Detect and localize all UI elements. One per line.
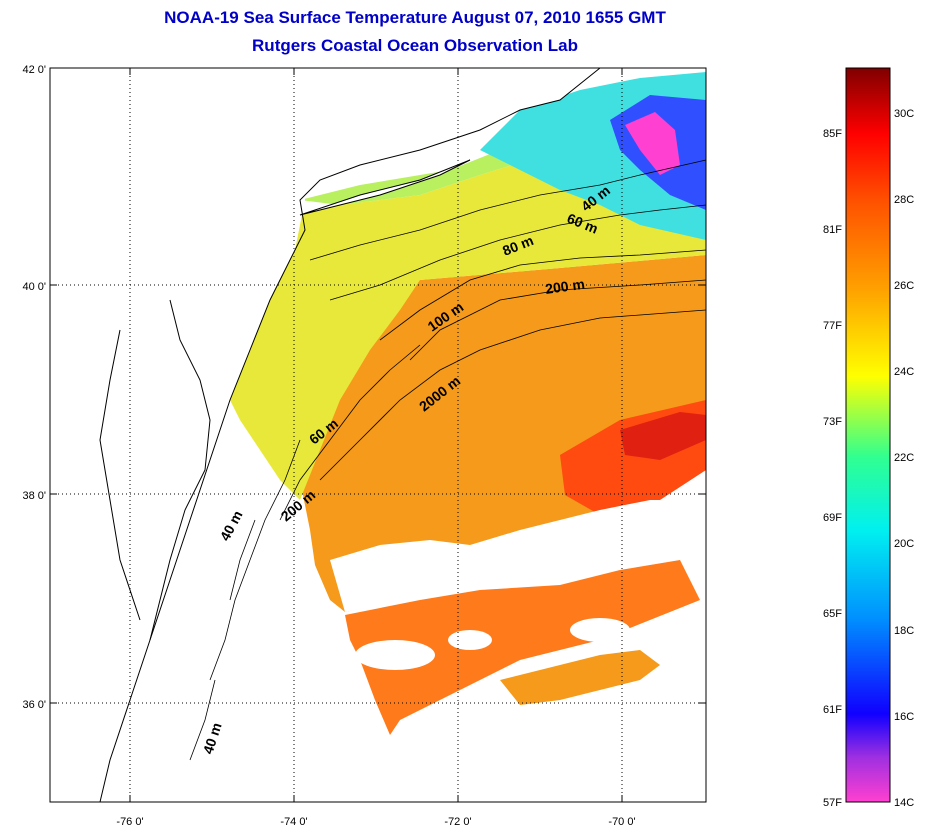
colorbar-c-label: 14C	[894, 797, 914, 809]
colorbar-c-label: 26C	[894, 280, 914, 292]
isobath-label: 200 m	[544, 276, 586, 297]
colorbar-f-label: 81F	[823, 224, 842, 236]
lat-label-36: 36 0'	[22, 699, 46, 711]
cloud-gap	[570, 618, 630, 642]
lon-label-76: -76 0'	[116, 816, 143, 828]
colorbar-c-label: 28C	[894, 194, 914, 206]
southern-swath	[345, 560, 700, 735]
coastline	[99, 67, 601, 803]
colorbar-f-label: 85F	[823, 128, 842, 140]
colorbar-f-label: 69F	[823, 512, 842, 524]
colorbar-c-label: 30C	[894, 108, 914, 120]
cloud-gap	[355, 640, 435, 670]
hottest-water-region	[620, 412, 706, 460]
cloud-gap	[448, 630, 492, 650]
lon-label-74: -74 0'	[280, 816, 307, 828]
colorbar-f-label: 65F	[823, 608, 842, 620]
southern-swath-warm	[500, 650, 660, 705]
colorbar-labels: 85F 81F 77F 73F 69F 65F 61F 57F 30C 28C 26C 24C 22C 2…	[823, 108, 914, 809]
warm-water-region	[270, 255, 706, 612]
colorbar-c-label: 20C	[894, 538, 914, 550]
colorbar-f-label: 77F	[823, 320, 842, 332]
lon-label-70: -70 0'	[608, 816, 635, 828]
graticule	[50, 68, 706, 802]
colorbar-c-label: 16C	[894, 711, 914, 723]
tick-marks	[50, 68, 706, 802]
colorbar-c-label: 22C	[894, 452, 914, 464]
colorbar-f-label: 73F	[823, 416, 842, 428]
isobaths	[189, 159, 707, 761]
colorbar	[845, 67, 891, 803]
colorbar-c-label: 18C	[894, 625, 914, 637]
long-island	[299, 159, 471, 216]
colorbar-f-label: 57F	[823, 797, 842, 809]
lon-label-72: -72 0'	[444, 816, 471, 828]
coldest-water-region	[625, 112, 680, 175]
land-mass	[50, 68, 305, 802]
sst-overlay	[50, 68, 706, 802]
lat-label-40: 40 0'	[22, 281, 46, 293]
shelf-water-region	[230, 140, 706, 500]
colorbar-c-label: 24C	[894, 366, 914, 378]
lat-label-42: 42 0'	[22, 64, 46, 76]
map-title: NOAA-19 Sea Surface Temperature August 0…	[164, 8, 666, 27]
colorbar-f-label: 61F	[823, 704, 842, 716]
land-mass-north	[300, 68, 600, 200]
map-frame	[49, 67, 707, 803]
lat-label-38: 38 0'	[22, 490, 46, 502]
cloud-gap	[330, 500, 706, 612]
map-subtitle: Rutgers Coastal Ocean Observation Lab	[252, 36, 578, 55]
